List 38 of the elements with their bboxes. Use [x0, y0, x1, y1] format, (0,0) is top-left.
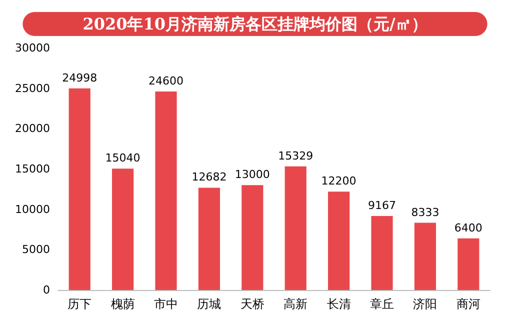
bar: [458, 238, 480, 290]
x-tick-label: 商河: [456, 297, 480, 311]
chart-title: 2020年10月济南新房各区挂牌均价图（元/㎡）: [82, 14, 428, 34]
x-tick-label: 历城: [197, 297, 222, 311]
bar: [198, 188, 220, 290]
data-label: 8333: [411, 206, 440, 219]
data-label: 12200: [321, 174, 356, 188]
x-tick-label: 长清: [326, 297, 351, 311]
x-tick-label: 高新: [284, 297, 308, 311]
x-tick-label: 济阳: [413, 297, 438, 311]
bar: [155, 92, 177, 290]
bar: [414, 222, 436, 290]
y-tick-label: 0: [43, 284, 50, 296]
data-label: 24998: [62, 71, 98, 84]
data-label: 6400: [454, 221, 482, 234]
data-label: 13000: [234, 168, 270, 182]
bar: [328, 192, 350, 290]
y-tick-label: 30000: [15, 42, 50, 54]
data-label: 24600: [148, 74, 184, 88]
data-label: 9167: [368, 199, 396, 212]
bar: [112, 168, 134, 290]
bar: [284, 166, 306, 290]
x-tick-label: 历下: [68, 297, 92, 311]
bar: [371, 216, 393, 290]
x-tick-label: 槐荫: [110, 297, 135, 311]
y-tick-label: 10000: [15, 202, 50, 216]
data-label: 15040: [105, 152, 140, 165]
bar: [68, 88, 90, 290]
bar: [242, 185, 264, 290]
y-tick-label: 20000: [15, 122, 50, 136]
x-tick-label: 市中: [154, 297, 178, 311]
y-tick-label: 5000: [22, 243, 50, 256]
data-label: 12682: [192, 170, 227, 184]
x-tick-label: 章丘: [370, 297, 394, 311]
x-tick-label: 天桥: [240, 297, 264, 311]
y-tick-label: 15000: [15, 162, 50, 176]
y-tick-label: 25000: [15, 82, 50, 95]
data-label: 15329: [278, 149, 314, 162]
